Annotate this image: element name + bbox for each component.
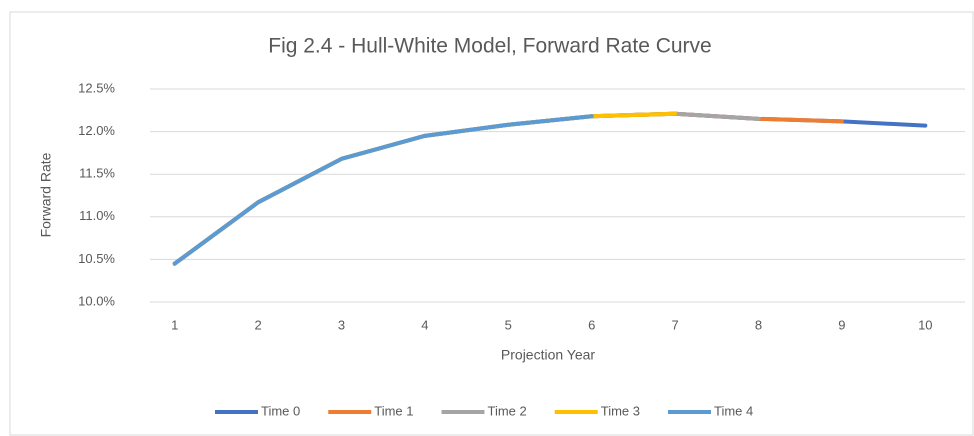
- x-tick-label: 5: [505, 317, 512, 332]
- x-tick-label: 3: [338, 317, 345, 332]
- y-tick-label: 10.0%: [78, 293, 115, 308]
- x-axis-label: Projection Year: [501, 347, 596, 363]
- y-axis-label: Forward Rate: [38, 152, 54, 237]
- legend-label: Time 0: [261, 403, 300, 418]
- legend-label: Time 4: [714, 403, 753, 418]
- x-tick-label: 4: [421, 317, 428, 332]
- chart-title: Fig 2.4 - Hull-White Model, Forward Rate…: [268, 35, 711, 58]
- chart-frame: [9, 11, 974, 436]
- y-tick-label: 12.0%: [78, 123, 115, 138]
- x-tick-label: 2: [254, 317, 261, 332]
- y-tick-label: 12.5%: [78, 80, 115, 95]
- legend-label: Time 1: [374, 403, 413, 418]
- y-tick-label: 11.5%: [79, 166, 115, 181]
- x-tick-label: 10: [918, 317, 932, 332]
- series-line: [172, 114, 594, 266]
- y-tick-label: 10.5%: [78, 251, 115, 266]
- x-tick-label: 8: [755, 317, 762, 332]
- legend-label: Time 2: [488, 403, 527, 418]
- x-tick-label: 9: [838, 317, 845, 332]
- y-tick-label: 11.0%: [79, 208, 115, 223]
- x-tick-label: 7: [671, 317, 678, 332]
- x-tick-label: 6: [588, 317, 595, 332]
- x-tick-label: 1: [171, 317, 178, 332]
- legend-label: Time 3: [601, 403, 640, 418]
